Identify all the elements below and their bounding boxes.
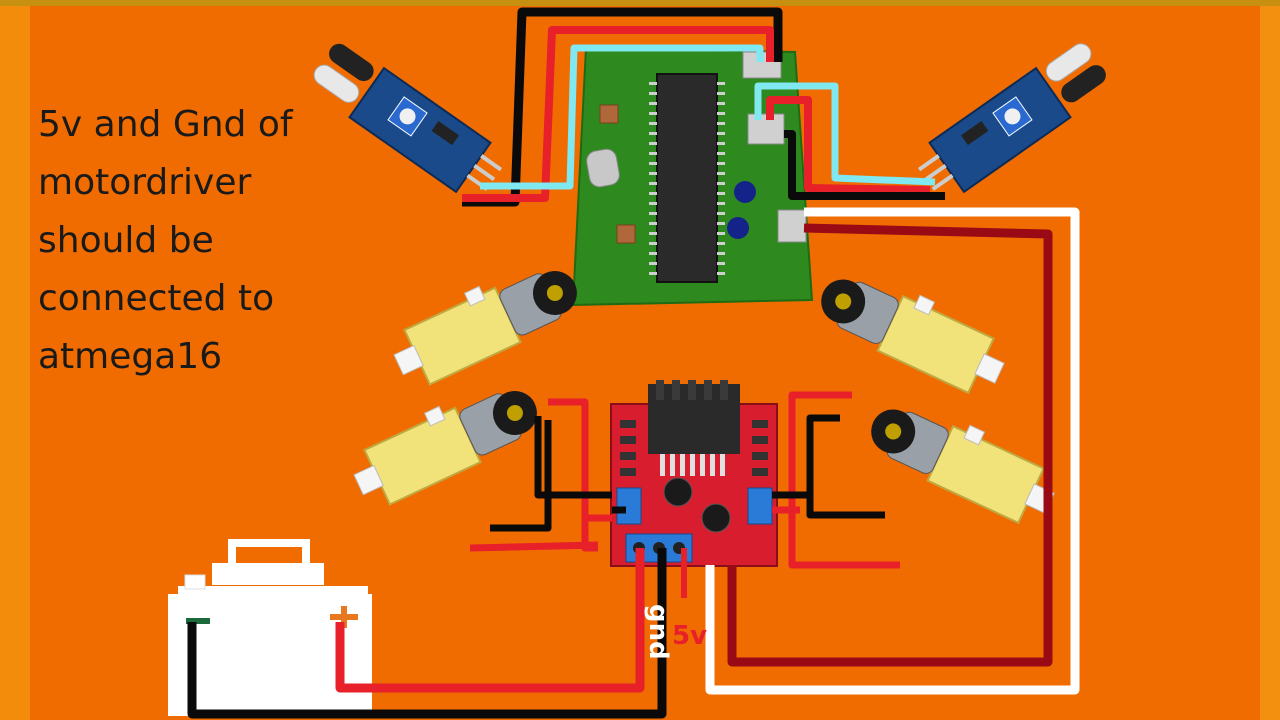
wire-cyan-right-sensor [754,82,936,186]
top-edge-shade [0,0,1280,6]
wire-red-battery [335,548,645,693]
wire-red-motor-tr [788,391,900,569]
gear-motor-top-left [393,270,577,386]
driver-chip-pins [660,454,725,476]
wire-red-right-sensor [766,96,931,194]
wire-black-battery [187,548,667,719]
gear-motor-bottom-left [353,390,537,506]
l298n-motor-driver [610,380,778,567]
capacitor-c1 [616,224,636,244]
ir-led-clear [313,64,360,103]
ir-sensor-right [917,43,1106,194]
ir-led-black [1061,65,1106,103]
annotation-note: 5v and Gnd of motordriver should be conn… [38,96,338,386]
ir-sensor-left [313,43,503,194]
wire-red-motor-bl [469,541,599,552]
ir-led-clear [1045,43,1092,82]
label-5v: 5v [672,621,707,651]
crystal-x1 [586,148,620,188]
annotation-line-3: should be [38,220,214,261]
atmega16-chip [656,73,718,283]
battery-terminal-neg [184,574,206,590]
wire-white-board-driver [705,207,1080,695]
capacitor-c2 [599,104,619,124]
header-low [777,209,807,243]
annotation-line-1: 5v and Gnd of [38,104,293,145]
wire-black-motor-br [806,495,885,519]
wire-red-left-sensor [462,26,774,202]
right-edge-shade [1260,0,1280,720]
terminal-out2 [747,487,773,525]
led-d2 [727,217,749,239]
wire-black-motor-tl [534,416,612,499]
annotation-line-5: atmega16 [38,336,223,377]
wire-black-motor-bl [490,420,552,532]
wire-cyan-left-sensor [480,44,764,190]
driver-capacitor-1 [663,477,693,507]
wires [187,7,1080,719]
wire-darkred-board-driver [727,223,1053,667]
driver-capacitor-2 [701,503,731,533]
led-d1 [734,181,756,203]
ir-led-black [329,43,374,82]
atmega16-board [571,46,814,307]
left-edge-shade [0,0,30,720]
chip-pins [649,82,725,275]
wire-black-motor-tr [772,414,840,499]
terminal-out1 [616,487,642,525]
wire-black-right-sensor [784,130,945,200]
label-gnd: gnd [643,604,673,660]
annotation-line-4: connected to [38,278,275,319]
gear-motor-bottom-right [871,409,1055,525]
gear-motor-top-right [821,279,1005,395]
annotation-line-2: motordriver [38,162,252,203]
